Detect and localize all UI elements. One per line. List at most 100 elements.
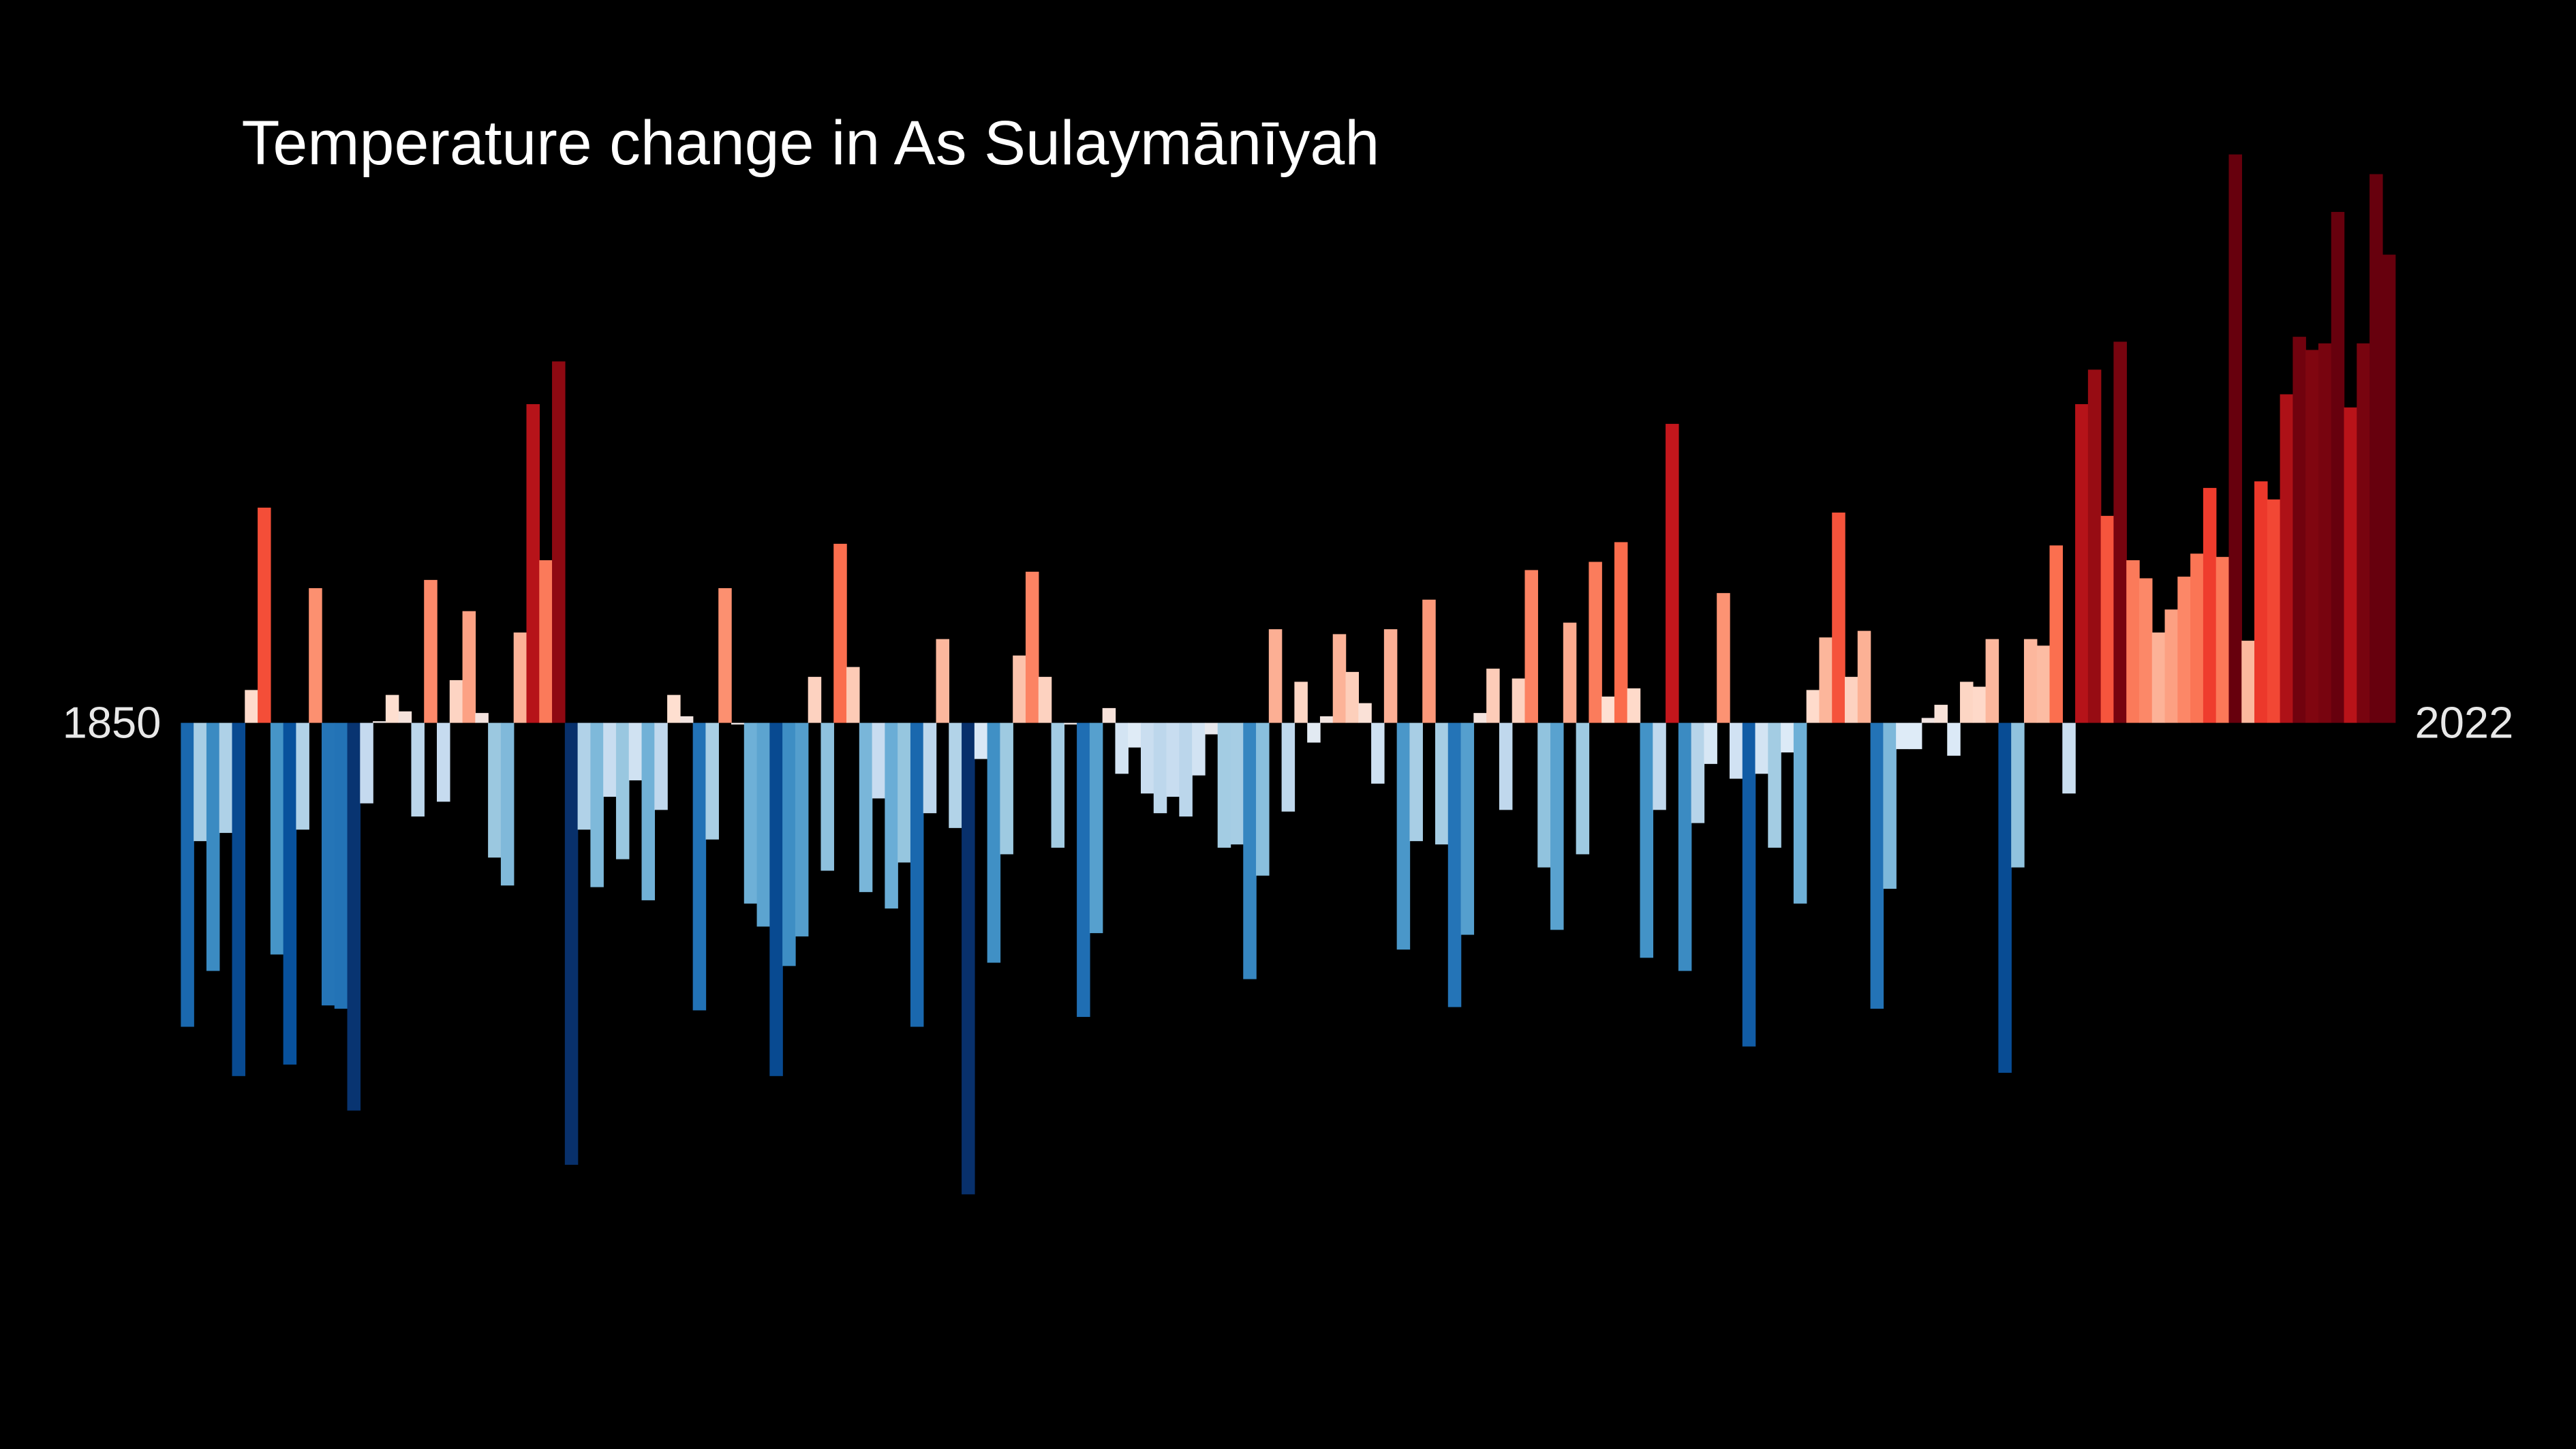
bar	[1422, 599, 1436, 723]
bar	[974, 722, 988, 759]
bar	[1755, 722, 1769, 774]
bar	[552, 361, 566, 723]
bar	[1332, 634, 1347, 723]
bar	[194, 722, 207, 842]
bar	[385, 695, 399, 723]
bar	[1806, 690, 1820, 723]
bar	[2087, 369, 2102, 723]
bar	[2190, 553, 2204, 723]
bar	[1025, 571, 1039, 723]
bar	[1729, 722, 1743, 779]
bar	[334, 722, 348, 1009]
bar	[1921, 718, 1935, 723]
bar	[500, 722, 515, 886]
bar	[705, 722, 719, 840]
bar	[615, 722, 630, 859]
bar	[1576, 722, 1590, 855]
bar	[232, 722, 246, 1076]
bar	[398, 711, 412, 723]
bar	[1409, 722, 1423, 842]
bar	[373, 721, 386, 723]
bar	[846, 667, 860, 723]
bar	[1473, 713, 1487, 723]
bar	[577, 722, 592, 830]
bar	[1627, 688, 1641, 723]
bar	[347, 722, 361, 1111]
bar	[962, 722, 975, 1195]
bar	[821, 722, 834, 871]
bar	[2370, 174, 2383, 723]
bar	[1678, 722, 1692, 971]
bar	[1947, 722, 1961, 756]
bar	[206, 722, 220, 971]
bar	[1319, 716, 1334, 723]
bar	[885, 722, 898, 909]
bar	[1896, 722, 1910, 750]
bar	[513, 632, 527, 723]
bar	[1781, 722, 1794, 752]
bar	[1934, 705, 1948, 723]
bar	[808, 677, 822, 723]
bar	[1345, 671, 1360, 723]
bar	[1819, 637, 1833, 723]
bar	[1832, 513, 1845, 723]
bar	[1972, 686, 1987, 723]
bar	[1089, 722, 1103, 934]
bar	[526, 403, 540, 723]
bar	[321, 722, 335, 1006]
bar	[1768, 722, 1781, 848]
bar	[1217, 722, 1231, 848]
bar	[2113, 341, 2127, 723]
bar	[769, 722, 783, 1076]
bar	[1537, 722, 1551, 868]
bar	[181, 722, 194, 1027]
bar	[1268, 629, 1283, 723]
bar	[1383, 629, 1398, 723]
bar	[2075, 403, 2089, 723]
bar	[1294, 682, 1308, 723]
bar	[1243, 722, 1257, 979]
bar	[2331, 211, 2345, 723]
bar	[1396, 722, 1411, 950]
bar	[1166, 722, 1180, 797]
bar	[641, 722, 656, 900]
bar	[1447, 722, 1462, 1007]
bar	[1486, 669, 1500, 723]
bar	[1550, 722, 1564, 930]
bar	[245, 690, 258, 723]
bar	[1717, 593, 1730, 723]
bar	[1883, 722, 1897, 889]
bar	[219, 722, 233, 834]
bar	[2011, 722, 2025, 868]
bar	[1870, 722, 1884, 1009]
bar	[923, 722, 937, 814]
bar	[1435, 722, 1449, 844]
bar	[2177, 577, 2191, 723]
bar	[1704, 722, 1717, 764]
bar	[628, 722, 643, 780]
bar	[731, 722, 745, 724]
bar	[1845, 677, 1858, 723]
bar	[564, 722, 579, 1165]
bar	[1192, 722, 1206, 776]
bar	[1857, 630, 1871, 723]
bar	[872, 722, 886, 799]
bar	[936, 639, 950, 723]
bar	[1153, 722, 1167, 814]
bar	[898, 722, 911, 863]
bar	[2126, 560, 2140, 723]
bar	[949, 722, 962, 828]
chart-title: Temperature change in As Sulaymānīyah	[242, 108, 1380, 178]
bar	[2241, 641, 2255, 723]
bar	[1524, 570, 1538, 723]
year-label: 2022	[2415, 698, 2514, 748]
bar	[590, 722, 604, 887]
bar	[2318, 343, 2332, 723]
bar	[488, 722, 502, 858]
bar	[1064, 722, 1077, 724]
bar	[692, 722, 707, 1011]
bar	[411, 722, 425, 817]
bar	[756, 722, 771, 927]
bar	[667, 695, 681, 723]
